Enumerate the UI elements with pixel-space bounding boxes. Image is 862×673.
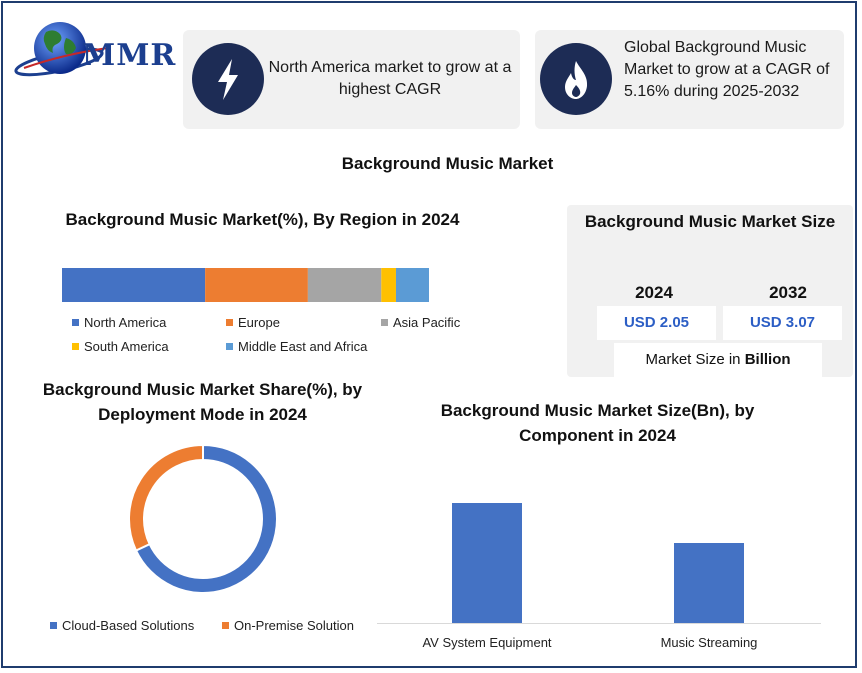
- badge-circle: [192, 43, 264, 115]
- legend-label: Middle East and Africa: [238, 339, 368, 354]
- unit-prefix: Market Size in: [645, 351, 745, 368]
- legend-item-south-america: South America: [72, 339, 169, 354]
- deployment-donut-chart: [128, 444, 278, 594]
- legend-swatch: [222, 622, 229, 629]
- region-segment-middle-east-and-africa: [395, 268, 429, 302]
- component-bar-chart: AV System Equipment Music Streaming: [377, 503, 821, 650]
- lightning-bolt-icon: [218, 59, 238, 100]
- legend-label: On-Premise Solution: [234, 618, 354, 633]
- legend-swatch: [226, 319, 233, 326]
- globe-icon: [14, 22, 109, 77]
- deployment-chart-title: Background Music Market Share(%), by Dep…: [42, 380, 363, 424]
- badge-circle: [540, 43, 612, 115]
- donut-slice-cloud-based-solutions: [134, 444, 278, 594]
- unit-bold: Billion: [744, 351, 791, 368]
- legend-label: Europe: [238, 315, 280, 330]
- legend-label: South America: [84, 339, 169, 354]
- year-label-2032: 2032: [769, 283, 807, 302]
- legend-label: Cloud-Based Solutions: [62, 618, 195, 633]
- donut-slice-on-premise-solution: [128, 444, 204, 552]
- region-segment-south-america: [381, 268, 396, 302]
- market-size-panel: Background Music Market Size 2024 2032 U…: [567, 205, 853, 377]
- component-chart-title: Background Music Market Size(Bn), by Com…: [440, 401, 755, 445]
- flame-icon: [565, 61, 588, 99]
- highlight-card-region: North America market to grow at a highes…: [183, 30, 520, 129]
- legend-item-middle-east-and-africa: Middle East and Africa: [226, 339, 367, 354]
- legend-item-north-america: North America: [72, 315, 166, 330]
- x-tick-label: Music Streaming: [661, 635, 758, 650]
- legend-item-europe: Europe: [226, 315, 280, 330]
- highlight-card-cagr: Global Background Music Market to grow a…: [535, 30, 844, 129]
- legend-swatch: [72, 319, 79, 326]
- legend-swatch: [381, 319, 388, 326]
- region-stacked-bar-chart: [62, 268, 429, 302]
- market-size-unit: Market Size in Billion: [614, 343, 822, 377]
- legend-item-cloud-based-solutions: Cloud-Based Solutions: [50, 618, 194, 633]
- x-tick-label: AV System Equipment: [422, 635, 551, 650]
- region-segment-europe: [205, 268, 308, 302]
- card-text: North America market to grow at a highes…: [268, 59, 512, 98]
- legend-label: Asia Pacific: [393, 315, 461, 330]
- legend-item-on-premise-solution: On-Premise Solution: [222, 618, 354, 633]
- market-value-2024: USD 2.05: [597, 306, 716, 340]
- bar-av-system-equipment: [452, 503, 522, 623]
- legend-swatch: [226, 343, 233, 350]
- legend-swatch: [50, 622, 57, 629]
- brand-logo: [14, 18, 174, 88]
- region-segment-north-america: [62, 268, 206, 302]
- region-chart-title: Background Music Market(%), By Region in…: [65, 210, 460, 229]
- bar-music-streaming: [674, 543, 744, 623]
- market-size-title: Background Music Market Size: [584, 212, 836, 231]
- card-text: Global Background Music Market to grow a…: [624, 39, 830, 100]
- legend-item-asia-pacific: Asia Pacific: [381, 315, 460, 330]
- page-title: Background Music Market: [341, 154, 554, 173]
- year-label-2024: 2024: [635, 283, 673, 302]
- region-segment-asia-pacific: [307, 268, 382, 302]
- brand-name: MMR: [82, 38, 177, 73]
- market-value-2032: USD 3.07: [723, 306, 842, 340]
- legend-label: North America: [84, 315, 167, 330]
- legend-swatch: [72, 343, 79, 350]
